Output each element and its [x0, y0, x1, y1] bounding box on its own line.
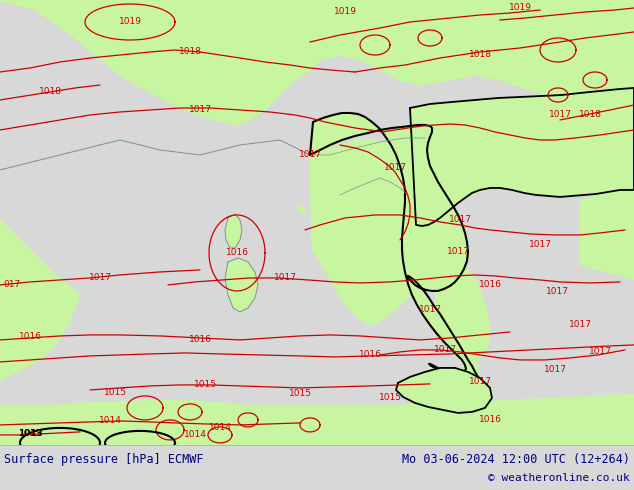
- Text: 1014: 1014: [184, 430, 207, 440]
- Text: 017: 017: [3, 280, 21, 290]
- Text: Surface pressure [hPa] ECMWF: Surface pressure [hPa] ECMWF: [4, 453, 204, 466]
- Text: 1015: 1015: [288, 390, 311, 398]
- Text: 1017: 1017: [588, 347, 612, 356]
- Polygon shape: [298, 206, 305, 214]
- Text: 1017: 1017: [273, 273, 297, 282]
- Text: 1019: 1019: [333, 7, 356, 17]
- Polygon shape: [0, 395, 634, 445]
- Text: 1017: 1017: [545, 288, 569, 296]
- Polygon shape: [0, 0, 634, 125]
- Text: 1017: 1017: [529, 241, 552, 249]
- Text: 1014: 1014: [209, 423, 231, 432]
- Polygon shape: [310, 140, 465, 325]
- Polygon shape: [0, 405, 634, 445]
- Text: 1013: 1013: [18, 429, 41, 439]
- Polygon shape: [225, 258, 258, 312]
- Text: 1017: 1017: [188, 105, 212, 115]
- Text: 1015: 1015: [378, 393, 401, 402]
- Text: 1016: 1016: [188, 336, 212, 344]
- Text: © weatheronline.co.uk: © weatheronline.co.uk: [488, 473, 630, 483]
- Text: 1019: 1019: [119, 18, 141, 26]
- Text: 1016: 1016: [358, 350, 382, 360]
- Text: 1014: 1014: [98, 416, 122, 425]
- Text: 1016: 1016: [479, 280, 501, 290]
- Polygon shape: [225, 214, 242, 248]
- Text: 1015: 1015: [103, 389, 127, 397]
- Text: 1019: 1019: [508, 3, 531, 13]
- Text: 1018: 1018: [39, 88, 61, 97]
- Text: 1017: 1017: [469, 377, 491, 387]
- Text: 1017: 1017: [543, 366, 567, 374]
- Text: 1017: 1017: [448, 216, 472, 224]
- Text: 1016: 1016: [18, 332, 41, 342]
- Text: 1017: 1017: [446, 247, 470, 256]
- Polygon shape: [410, 90, 634, 225]
- Text: 1016: 1016: [226, 248, 249, 257]
- Text: 1017: 1017: [434, 345, 456, 354]
- Polygon shape: [410, 88, 634, 226]
- Text: 1017: 1017: [299, 150, 321, 159]
- Polygon shape: [310, 113, 481, 387]
- Polygon shape: [462, 355, 480, 390]
- Polygon shape: [580, 195, 634, 280]
- Text: 1017: 1017: [569, 320, 592, 329]
- Polygon shape: [396, 368, 492, 413]
- Text: 1017: 1017: [548, 110, 571, 120]
- Text: 1018: 1018: [578, 110, 602, 120]
- Text: 1018: 1018: [179, 48, 202, 56]
- Text: 1017: 1017: [89, 273, 112, 282]
- Text: 1017: 1017: [418, 305, 441, 315]
- Polygon shape: [0, 220, 80, 380]
- Text: 1013: 1013: [18, 429, 42, 439]
- Polygon shape: [396, 368, 492, 413]
- Text: 1017: 1017: [384, 164, 406, 172]
- Polygon shape: [435, 235, 490, 365]
- Text: 1016: 1016: [479, 416, 501, 424]
- Text: 1015: 1015: [193, 380, 216, 390]
- Text: 1018: 1018: [469, 50, 491, 59]
- Text: Mo 03-06-2024 12:00 UTC (12+264): Mo 03-06-2024 12:00 UTC (12+264): [402, 453, 630, 466]
